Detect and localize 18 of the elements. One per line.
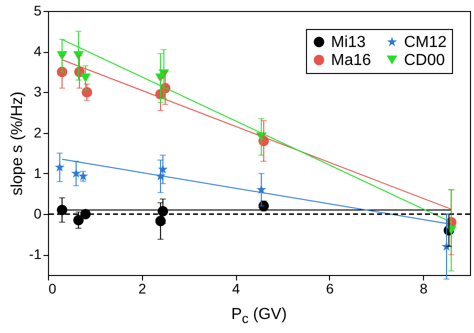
x-tick-label: 4 <box>232 280 240 296</box>
legend-label: CM12 <box>404 34 447 51</box>
x-axis-title: P$_{c}$ (GV) <box>230 306 288 326</box>
legend-label: Mi13 <box>331 34 366 51</box>
x-tick-label: 2 <box>138 280 146 296</box>
legend-label: CD00 <box>404 52 446 69</box>
y-tick-label: 0 <box>34 206 42 222</box>
legend-label: Ma16 <box>331 52 372 69</box>
y-tick-label: 1 <box>34 164 42 181</box>
y-tick-label: 3 <box>34 84 42 100</box>
y-tick-label: 5 <box>34 2 42 18</box>
x-tick-label: 6 <box>326 280 334 296</box>
y-tick-label: 4 <box>34 43 42 60</box>
y-tick-label: 2 <box>34 124 42 140</box>
y-tick-label: -1 <box>29 246 42 262</box>
x-tick-label: 8 <box>420 280 428 296</box>
x-tick-label: 0 <box>48 280 56 296</box>
y-axis-title: slope s (%/Hz) <box>9 91 26 196</box>
